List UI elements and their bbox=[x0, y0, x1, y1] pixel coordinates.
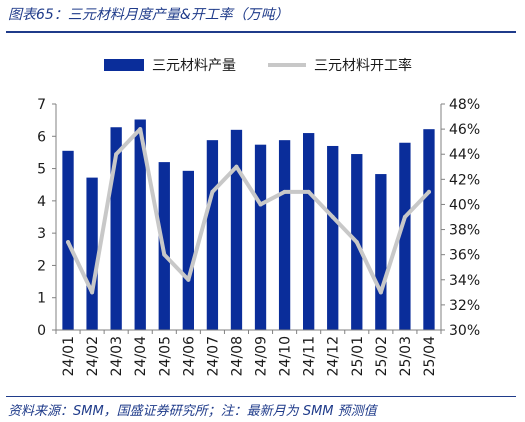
y-left-tick-label: 3 bbox=[37, 226, 46, 242]
y-left-tick-label: 7 bbox=[37, 97, 46, 113]
line-point-24/07 bbox=[210, 189, 215, 194]
y-left-tick-label: 1 bbox=[37, 291, 46, 307]
bar-24/07 bbox=[206, 140, 219, 330]
y-left-tick-label: 6 bbox=[37, 129, 46, 145]
y-left-tick-label: 0 bbox=[37, 323, 46, 339]
bar-24/11 bbox=[303, 133, 315, 330]
line-point-24/12 bbox=[330, 215, 335, 219]
x-tick-label: 24/03 bbox=[109, 336, 125, 376]
y-right-tick-label: 42% bbox=[449, 172, 480, 188]
title-divider bbox=[6, 31, 516, 33]
line-point-24/06 bbox=[186, 277, 191, 282]
legend-line-label: 三元材料开工率 bbox=[314, 57, 412, 74]
line-point-24/11 bbox=[306, 189, 311, 194]
y-right-tick-label: 46% bbox=[449, 122, 480, 138]
line-point-24/09 bbox=[258, 202, 263, 207]
line-point-25/01 bbox=[354, 240, 359, 245]
line-point-24/05 bbox=[162, 252, 167, 257]
y-right-tick-label: 34% bbox=[449, 273, 480, 289]
utilization-line bbox=[66, 127, 431, 295]
x-tick-label: 24/10 bbox=[278, 336, 294, 376]
line-point-24/10 bbox=[282, 189, 287, 194]
line-series bbox=[66, 127, 431, 295]
bar-24/09 bbox=[254, 144, 267, 330]
x-tick-label: 24/09 bbox=[254, 336, 270, 376]
source-divider bbox=[6, 396, 516, 397]
y-left-tick-label: 4 bbox=[37, 194, 46, 210]
bar-24/10 bbox=[278, 140, 291, 330]
line-point-24/01 bbox=[66, 240, 71, 245]
x-tick-label: 24/08 bbox=[229, 336, 245, 376]
x-tick-label: 25/03 bbox=[398, 336, 414, 376]
figure-title: 图表65：三元材料月度产量&开工率（万吨） bbox=[8, 7, 289, 23]
y-right-tick-label: 30% bbox=[449, 323, 480, 339]
bar-24/02 bbox=[86, 177, 98, 330]
line-point-24/02 bbox=[90, 290, 95, 295]
x-tick-label: 24/11 bbox=[302, 336, 318, 376]
x-tick-label: 24/02 bbox=[85, 336, 101, 376]
x-tick-label: 24/05 bbox=[157, 336, 173, 376]
y-right-tick-label: 48% bbox=[449, 97, 480, 113]
line-point-24/03 bbox=[114, 152, 119, 157]
bar-25/03 bbox=[399, 142, 411, 330]
axes: 0 1 2 3 4 5 6 7 30% 32% 34% 36% 38% 40% 42% 44% 46% 48% 24… bbox=[37, 97, 480, 376]
line-point-25/02 bbox=[378, 290, 383, 295]
bar-24/06 bbox=[182, 170, 194, 330]
legend-bar-label: 三元材料产量 bbox=[152, 58, 236, 74]
line-point-25/03 bbox=[402, 215, 407, 219]
x-tick-label: 24/01 bbox=[61, 336, 77, 376]
y-right-tick-label: 44% bbox=[449, 147, 480, 163]
x-tick-label: 24/04 bbox=[133, 336, 149, 376]
x-tick-label: 24/07 bbox=[205, 336, 221, 376]
x-tick-label: 25/04 bbox=[422, 336, 438, 376]
source-note: 资料来源：SMM，国盛证券研究所；注：最新月为 SMM 预测值 bbox=[8, 404, 377, 419]
y-left-tick-label: 5 bbox=[37, 162, 46, 178]
bar-25/02 bbox=[375, 174, 387, 330]
line-point-24/08 bbox=[234, 164, 239, 169]
bar-24/12 bbox=[327, 145, 339, 330]
bar-24/08 bbox=[230, 129, 243, 330]
legend: 三元材料产量 三元材料开工率 bbox=[104, 57, 412, 74]
bar-24/03 bbox=[110, 127, 122, 330]
line-point-24/04 bbox=[138, 127, 143, 132]
y-right-tick-label: 40% bbox=[449, 197, 480, 213]
bar-24/04 bbox=[134, 119, 146, 330]
bar-25/04 bbox=[423, 129, 435, 330]
legend-bar-swatch bbox=[104, 59, 144, 71]
x-tick-label: 24/06 bbox=[181, 336, 197, 376]
y-right-tick-label: 36% bbox=[449, 248, 480, 264]
y-left-tick-label: 2 bbox=[37, 258, 46, 274]
x-tick-label: 25/02 bbox=[374, 336, 390, 376]
y-right-tick-label: 32% bbox=[449, 298, 480, 314]
y-right-tick-label: 38% bbox=[449, 223, 480, 239]
line-point-25/04 bbox=[426, 189, 431, 194]
x-tick-label: 24/12 bbox=[326, 336, 342, 376]
x-tick-label: 25/01 bbox=[350, 336, 366, 376]
